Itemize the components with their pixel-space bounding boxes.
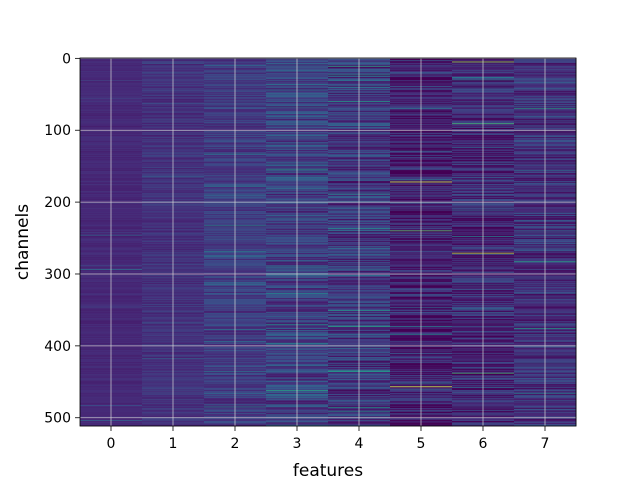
y-tick-label: 500 bbox=[44, 411, 71, 427]
x-tick-label: 3 bbox=[293, 436, 302, 452]
y-tick-label: 300 bbox=[44, 267, 71, 283]
x-tick-label: 1 bbox=[169, 436, 178, 452]
y-axis-label: channels bbox=[13, 204, 33, 280]
x-tick-label: 0 bbox=[107, 436, 116, 452]
x-tick-label: 5 bbox=[417, 436, 426, 452]
y-axis-ticks: 0 100 200 300 400 500 bbox=[44, 51, 80, 427]
y-tick-label: 0 bbox=[62, 51, 71, 67]
y-tick-label: 400 bbox=[44, 339, 71, 355]
plot-frame bbox=[79, 57, 577, 427]
x-tick-label: 4 bbox=[355, 436, 364, 452]
x-tick-label: 6 bbox=[479, 436, 488, 452]
x-axis-label: features bbox=[293, 461, 363, 480]
grid-lines bbox=[80, 57, 576, 426]
y-tick-label: 100 bbox=[44, 123, 71, 139]
heatmap-cells bbox=[80, 58, 577, 427]
x-tick-label: 7 bbox=[541, 436, 550, 452]
y-tick-label: 200 bbox=[44, 195, 71, 211]
x-axis-ticks: 0 1 2 3 4 5 6 7 bbox=[107, 426, 550, 452]
x-tick-label: 2 bbox=[231, 436, 240, 452]
